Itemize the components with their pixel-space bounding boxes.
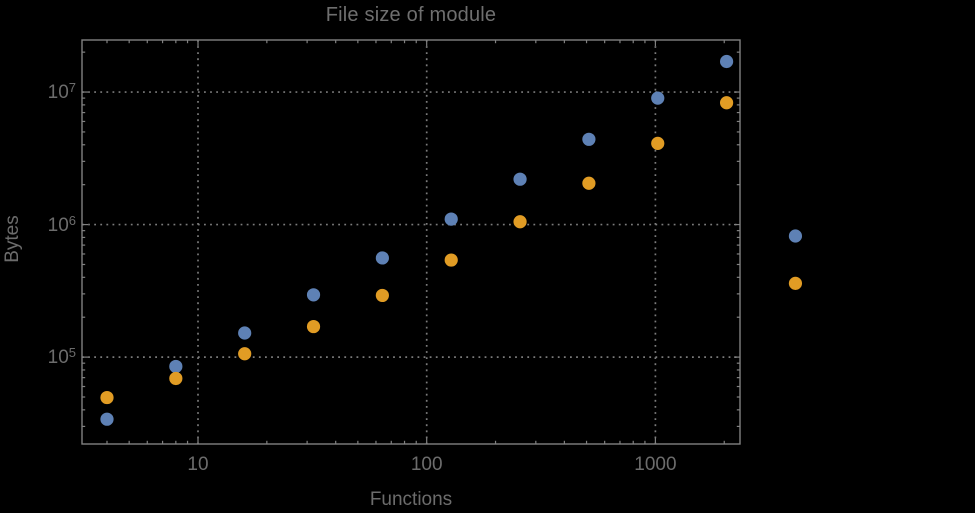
y-axis-label: Bytes: [2, 215, 23, 263]
y-tick-label: 107: [47, 80, 76, 104]
data-point-series-orange: [238, 347, 252, 361]
data-point-series-blue: [651, 91, 665, 105]
data-point-series-blue: [169, 359, 183, 374]
data-point-series-orange: [788, 276, 803, 290]
plot-frame: [81, 39, 741, 445]
data-point-series-blue: [375, 251, 389, 265]
data-point-series-orange: [169, 371, 183, 386]
x-axis-label: Functions: [369, 489, 453, 510]
data-point-series-blue: [513, 172, 527, 186]
data-point-series-orange: [375, 288, 389, 303]
y-tick-label: 105: [47, 345, 76, 369]
data-point-series-orange: [513, 215, 527, 229]
data-point-series-orange: [582, 176, 596, 190]
y-tick-label: 106: [47, 212, 76, 236]
chart-title: File size of module: [325, 4, 497, 26]
data-point-series-blue: [719, 54, 734, 69]
data-point-series-blue: [238, 326, 252, 340]
data-point-series-blue: [788, 229, 803, 243]
data-point-series-blue: [444, 212, 458, 226]
x-tick-label: 100: [410, 454, 443, 475]
data-point-series-orange: [100, 390, 114, 405]
data-point-series-blue: [582, 132, 596, 146]
data-point-series-blue: [306, 288, 321, 302]
data-point-series-blue: [100, 412, 114, 426]
x-tick-label: 1000: [634, 454, 677, 475]
data-point-series-orange: [444, 253, 458, 267]
data-point-series-orange: [306, 319, 321, 334]
data-point-series-orange: [719, 96, 734, 110]
data-point-series-orange: [651, 136, 665, 150]
x-tick-label: 10: [187, 454, 209, 475]
